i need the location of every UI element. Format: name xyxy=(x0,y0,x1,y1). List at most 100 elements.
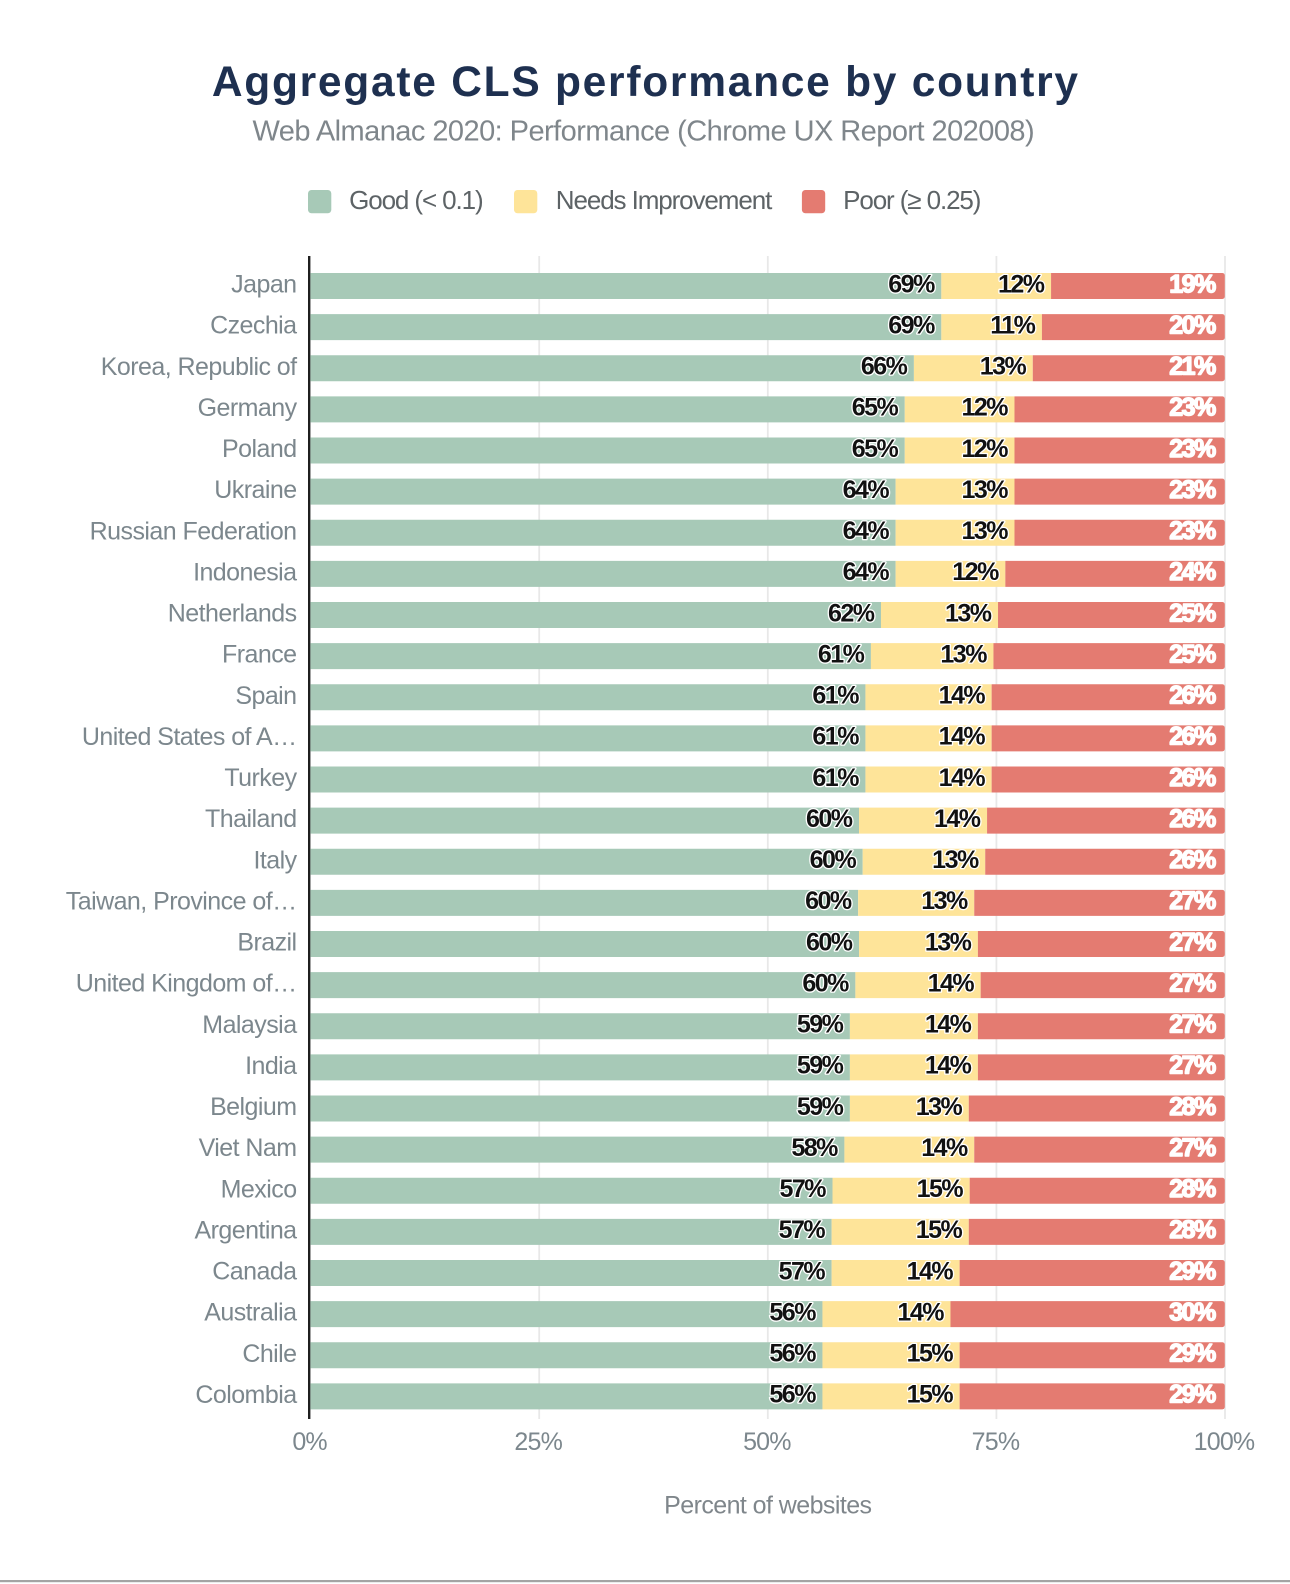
svg-text:14%: 14% xyxy=(928,969,975,997)
svg-text:15%: 15% xyxy=(916,1216,963,1244)
svg-text:Russian Federation: Russian Federation xyxy=(90,517,297,545)
svg-text:60%: 60% xyxy=(806,805,853,833)
svg-text:61%: 61% xyxy=(818,640,865,668)
svg-text:26%: 26% xyxy=(1169,764,1216,792)
svg-text:Mexico: Mexico xyxy=(221,1175,297,1203)
svg-text:19%: 19% xyxy=(1169,270,1216,298)
svg-text:14%: 14% xyxy=(897,1298,944,1326)
svg-text:20%: 20% xyxy=(1169,311,1216,339)
svg-text:0%: 0% xyxy=(292,1428,327,1456)
svg-text:25%: 25% xyxy=(514,1428,562,1456)
svg-text:Argentina: Argentina xyxy=(194,1216,297,1244)
svg-text:14%: 14% xyxy=(921,1134,968,1162)
svg-text:Taiwan, Province of…: Taiwan, Province of… xyxy=(66,887,297,915)
svg-text:29%: 29% xyxy=(1169,1381,1216,1409)
svg-text:25%: 25% xyxy=(1169,599,1216,627)
svg-text:Netherlands: Netherlands xyxy=(168,600,297,628)
svg-text:13%: 13% xyxy=(961,517,1008,545)
svg-text:27%: 27% xyxy=(1169,969,1216,997)
svg-text:29%: 29% xyxy=(1169,1257,1216,1285)
svg-text:69%: 69% xyxy=(888,270,935,298)
svg-text:61%: 61% xyxy=(812,723,859,751)
svg-text:Thailand: Thailand xyxy=(205,805,297,833)
svg-text:24%: 24% xyxy=(1169,558,1216,586)
svg-text:29%: 29% xyxy=(1169,1340,1216,1368)
svg-text:Italy: Italy xyxy=(253,846,297,874)
svg-text:Germany: Germany xyxy=(198,394,298,422)
svg-text:59%: 59% xyxy=(797,1011,844,1039)
svg-text:28%: 28% xyxy=(1169,1093,1216,1121)
svg-text:14%: 14% xyxy=(939,764,986,792)
svg-text:13%: 13% xyxy=(916,1093,963,1121)
svg-text:Good (< 0.1): Good (< 0.1) xyxy=(349,185,483,215)
svg-text:65%: 65% xyxy=(852,394,899,422)
svg-text:11%: 11% xyxy=(990,311,1035,339)
svg-text:64%: 64% xyxy=(843,476,890,504)
svg-text:27%: 27% xyxy=(1169,1052,1216,1080)
svg-text:60%: 60% xyxy=(810,846,857,874)
svg-text:26%: 26% xyxy=(1169,846,1216,874)
svg-text:Percent of websites: Percent of websites xyxy=(664,1492,871,1520)
svg-text:30%: 30% xyxy=(1169,1298,1216,1326)
svg-text:60%: 60% xyxy=(806,928,853,956)
svg-text:28%: 28% xyxy=(1169,1216,1216,1244)
svg-text:64%: 64% xyxy=(843,558,890,586)
svg-text:66%: 66% xyxy=(861,353,908,381)
svg-text:12%: 12% xyxy=(998,270,1045,298)
svg-text:15%: 15% xyxy=(907,1340,954,1368)
svg-text:14%: 14% xyxy=(939,723,986,751)
svg-text:27%: 27% xyxy=(1169,928,1216,956)
svg-text:14%: 14% xyxy=(934,805,981,833)
svg-text:27%: 27% xyxy=(1169,1134,1216,1162)
svg-text:13%: 13% xyxy=(925,928,972,956)
svg-text:56%: 56% xyxy=(769,1340,816,1368)
svg-text:25%: 25% xyxy=(1169,640,1216,668)
svg-text:69%: 69% xyxy=(888,311,935,339)
svg-text:26%: 26% xyxy=(1169,805,1216,833)
svg-text:12%: 12% xyxy=(961,394,1008,422)
svg-text:Poor (≥ 0.25): Poor (≥ 0.25) xyxy=(843,185,981,215)
svg-text:12%: 12% xyxy=(952,558,999,586)
svg-text:India: India xyxy=(245,1052,297,1080)
svg-text:23%: 23% xyxy=(1169,476,1216,504)
svg-text:27%: 27% xyxy=(1169,887,1216,915)
svg-text:59%: 59% xyxy=(797,1052,844,1080)
svg-text:13%: 13% xyxy=(945,599,992,627)
svg-text:23%: 23% xyxy=(1169,394,1216,422)
svg-text:14%: 14% xyxy=(939,682,986,710)
svg-text:Turkey: Turkey xyxy=(224,764,297,792)
svg-text:14%: 14% xyxy=(907,1257,954,1285)
svg-text:57%: 57% xyxy=(779,1216,826,1244)
svg-text:56%: 56% xyxy=(769,1298,816,1326)
svg-text:27%: 27% xyxy=(1169,1011,1216,1039)
svg-text:Indonesia: Indonesia xyxy=(193,558,297,586)
svg-text:Czechia: Czechia xyxy=(210,312,297,340)
svg-text:13%: 13% xyxy=(961,476,1008,504)
svg-text:15%: 15% xyxy=(907,1381,954,1409)
svg-text:13%: 13% xyxy=(940,640,987,668)
svg-text:23%: 23% xyxy=(1169,517,1216,545)
svg-text:26%: 26% xyxy=(1169,723,1216,751)
svg-text:23%: 23% xyxy=(1169,435,1216,463)
svg-text:60%: 60% xyxy=(805,887,852,915)
svg-text:58%: 58% xyxy=(791,1134,838,1162)
svg-text:61%: 61% xyxy=(812,682,859,710)
svg-text:Belgium: Belgium xyxy=(210,1093,296,1121)
svg-text:United States of A…: United States of A… xyxy=(82,723,297,751)
svg-text:Chile: Chile xyxy=(242,1340,296,1368)
svg-text:62%: 62% xyxy=(828,599,875,627)
svg-text:Ukraine: Ukraine xyxy=(214,476,296,504)
svg-text:12%: 12% xyxy=(961,435,1008,463)
svg-text:14%: 14% xyxy=(925,1011,972,1039)
svg-text:57%: 57% xyxy=(779,1175,826,1203)
svg-text:26%: 26% xyxy=(1169,682,1216,710)
svg-text:13%: 13% xyxy=(921,887,968,915)
svg-text:Brazil: Brazil xyxy=(237,929,296,957)
svg-text:Aggregate CLS performance by c: Aggregate CLS performance by country xyxy=(212,59,1080,106)
svg-text:13%: 13% xyxy=(980,353,1027,381)
svg-text:Colombia: Colombia xyxy=(195,1381,297,1409)
svg-text:65%: 65% xyxy=(852,435,899,463)
svg-text:56%: 56% xyxy=(769,1381,816,1409)
svg-text:Australia: Australia xyxy=(204,1299,297,1327)
svg-text:100%: 100% xyxy=(1194,1428,1255,1456)
